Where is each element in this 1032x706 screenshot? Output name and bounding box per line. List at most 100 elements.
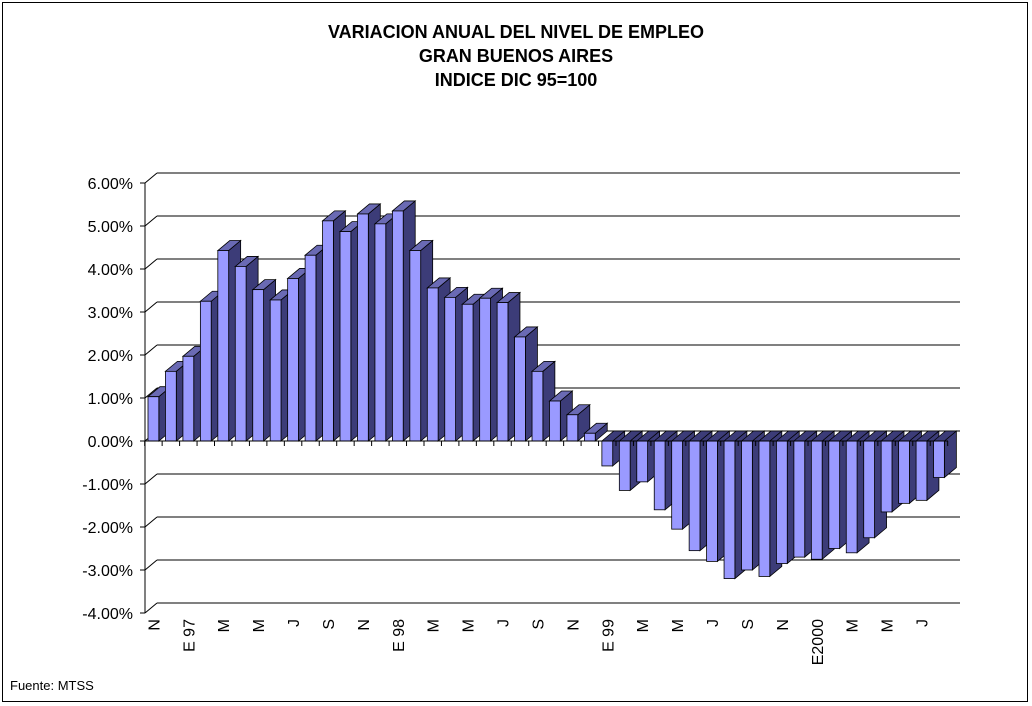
- bar-front: [217, 250, 230, 442]
- bars: [146, 200, 958, 580]
- bar-front: [828, 440, 841, 549]
- y-tick-label: 0.00%: [88, 434, 133, 451]
- bar-front: [234, 266, 247, 442]
- bar-front: [723, 440, 736, 580]
- bar-front: [566, 414, 579, 442]
- bar-front: [549, 400, 561, 442]
- x-ticks: [144, 441, 949, 446]
- bar-front: [182, 355, 195, 442]
- bar-front: [496, 302, 509, 442]
- bar-front: [357, 213, 369, 442]
- x-tick-label: M: [216, 619, 233, 632]
- bar-front: [688, 440, 701, 552]
- bar-front: [322, 220, 334, 442]
- bar-front: [863, 440, 875, 539]
- bar-front: [374, 223, 387, 442]
- gridline-depth: [144, 559, 158, 571]
- bar-front: [252, 289, 264, 442]
- x-tick-label: E 98: [391, 619, 408, 652]
- x-tick-label: J: [496, 619, 513, 627]
- x-tick-label: M: [251, 619, 268, 632]
- x-tick-label: E 97: [181, 619, 198, 652]
- x-tick-label: S: [321, 619, 338, 630]
- bar-front: [776, 440, 788, 564]
- y-tick-label: 2.00%: [88, 348, 133, 365]
- bar-front: [601, 440, 614, 467]
- y-tick-labels: 6.00% 5.00% 4.00% 3.00% 2.00% 1.00% 0.00% -1.00…: [82, 176, 145, 623]
- x-tick-label: M: [670, 619, 687, 632]
- x-tick-label: M: [845, 619, 862, 632]
- x-tick-labels: N E 97 M M J S N E 98 M M J S N E 99 M M J S N E2000 M M J: [146, 619, 931, 665]
- bar-front: [409, 250, 422, 442]
- bar-front: [287, 278, 299, 442]
- y-tick-label: 4.00%: [88, 262, 133, 279]
- y-tick-label: -1.00%: [82, 477, 133, 494]
- x-tick-label: E2000: [810, 619, 827, 665]
- bar-front: [793, 440, 806, 558]
- bar-front: [479, 297, 491, 442]
- x-tick-label: J: [914, 619, 931, 627]
- gridline-depth: [144, 215, 158, 227]
- chart-title-line-2: GRAN BUENOS AIRES: [418, 46, 614, 66]
- y-tick-label: -3.00%: [82, 563, 133, 580]
- bar-front: [165, 370, 177, 442]
- bar-front: [426, 287, 439, 442]
- gridline-depth: [144, 387, 158, 399]
- x-tick-label: N: [565, 619, 582, 631]
- bar-front: [810, 440, 823, 560]
- gridline-depth: [144, 301, 158, 313]
- bar-front: [444, 296, 456, 442]
- bar-front: [653, 440, 666, 511]
- bar-front: [898, 440, 910, 504]
- x-tick-label: E 99: [600, 619, 617, 652]
- x-tick-label: M: [635, 619, 652, 632]
- bar-front: [933, 440, 945, 478]
- x-tick-label: S: [740, 619, 757, 630]
- chart-title: VARIACION ANUAL DEL NIVEL DE EMPLEO GRAN…: [0, 20, 1032, 92]
- x-tick-label: N: [356, 619, 373, 631]
- x-tick-label: J: [705, 619, 722, 627]
- bar-front: [880, 440, 893, 513]
- bar-front: [636, 440, 649, 483]
- bar-front: [618, 440, 631, 491]
- bar: [583, 422, 609, 442]
- bar-front: [304, 254, 317, 442]
- bar-front: [339, 231, 352, 442]
- y-tick-label: 3.00%: [88, 305, 133, 322]
- bar-front: [741, 440, 753, 571]
- gridline-depth: [144, 344, 158, 356]
- bar-front: [706, 440, 718, 562]
- gridline-depth: [144, 473, 158, 485]
- x-tick-label: S: [530, 619, 547, 630]
- y-tick-label: 6.00%: [88, 176, 133, 193]
- y-tick-label: 5.00%: [88, 219, 133, 236]
- bar-front: [531, 370, 544, 442]
- bar-front: [461, 303, 474, 442]
- chart-title-line-3: INDICE DIC 95=100: [434, 70, 598, 90]
- x-tick-label: M: [461, 619, 478, 632]
- bar-front: [269, 299, 282, 442]
- x-tick-label: J: [286, 619, 303, 627]
- bar-front: [584, 432, 596, 442]
- chart-title-line-1: VARIACION ANUAL DEL NIVEL DE EMPLEO: [327, 22, 705, 42]
- gridline-depth: [144, 516, 158, 528]
- bar-front: [915, 440, 928, 501]
- bar-front: [199, 300, 212, 442]
- x-tick-label: N: [146, 619, 163, 631]
- bar: [932, 430, 958, 479]
- gridline-depth: [144, 602, 158, 614]
- gridline-depth: [144, 258, 158, 270]
- y-tick-label: 1.00%: [88, 391, 133, 408]
- bar-front: [514, 336, 526, 442]
- source-note: Fuente: MTSS: [10, 678, 94, 693]
- y-tick-label: -4.00%: [82, 606, 133, 623]
- bar-front: [845, 440, 858, 554]
- bar-front: [147, 396, 160, 442]
- bar-front: [391, 210, 404, 442]
- x-tick-label: M: [426, 619, 443, 632]
- bar-front: [671, 440, 683, 530]
- gridline-depth: [144, 172, 158, 184]
- bar-front: [758, 440, 771, 577]
- x-tick-label: M: [880, 619, 897, 632]
